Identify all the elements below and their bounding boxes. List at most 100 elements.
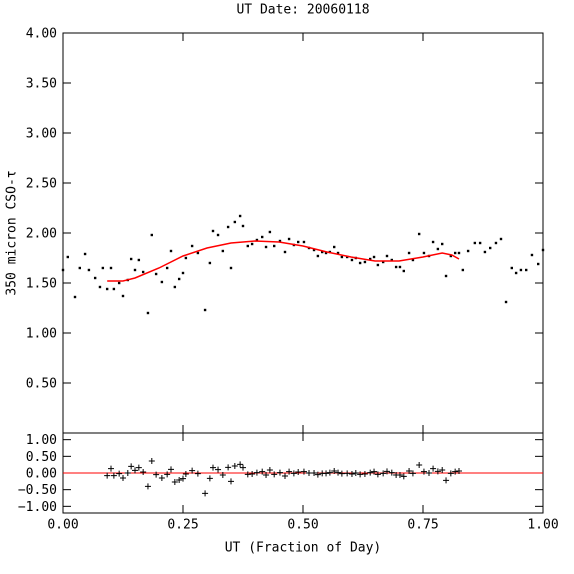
data-point (184, 256, 188, 260)
data-point (537, 262, 540, 266)
residual-point (400, 473, 407, 480)
data-point (449, 254, 453, 258)
residual-point (194, 470, 201, 477)
residual-point (228, 478, 234, 485)
data-point (264, 245, 268, 249)
data-point (181, 271, 185, 275)
residual-point (367, 469, 374, 476)
data-point (333, 245, 336, 249)
data-point (510, 266, 513, 270)
data-point (169, 249, 173, 253)
residual-point (144, 483, 151, 490)
data-point (478, 241, 482, 245)
data-point (466, 249, 470, 253)
x-tick-label: 1.00 (527, 518, 558, 533)
data-point (336, 251, 340, 255)
residual-point (176, 477, 183, 483)
residual-point (240, 464, 246, 471)
y-axis-label: 350 micron CSO-τ (5, 170, 20, 295)
residual-point (331, 468, 338, 474)
residual-point (108, 465, 114, 472)
residual-point (409, 470, 416, 477)
residual-point (237, 461, 244, 468)
x-tick-label: 0.75 (407, 518, 438, 533)
residual-point (110, 472, 117, 479)
data-point (83, 252, 87, 256)
data-point (190, 244, 194, 248)
data-point (226, 225, 230, 229)
residual-point (314, 471, 321, 478)
data-point (376, 263, 380, 267)
residual-point (338, 470, 345, 477)
data-point (444, 274, 448, 278)
data-point (283, 250, 287, 254)
residual-point (158, 475, 165, 481)
data-point (340, 255, 344, 259)
residual-point (180, 475, 186, 482)
data-point (411, 258, 415, 262)
residual-point (352, 470, 359, 476)
residual-point (286, 468, 293, 475)
data-point (208, 261, 212, 265)
residual-point (439, 467, 446, 473)
data-point (321, 250, 324, 254)
data-point (514, 271, 518, 275)
data-point (121, 294, 125, 298)
data-point (489, 246, 492, 250)
residual-point (384, 468, 390, 475)
residual-point (253, 469, 260, 476)
residual-point (266, 467, 273, 473)
residual-point (259, 468, 266, 475)
data-point (87, 268, 91, 272)
data-point (441, 242, 444, 246)
residual-point (388, 469, 395, 476)
data-point (129, 257, 133, 261)
residual-point (311, 470, 318, 476)
residual-point (426, 470, 432, 476)
residual-point (276, 469, 283, 476)
y-tick-label: 3.50 (26, 77, 57, 92)
data-point (165, 266, 169, 270)
data-point (297, 240, 300, 244)
data-point (109, 266, 113, 270)
residual-point (420, 468, 427, 475)
panel-frame (62, 32, 544, 434)
residual-point (290, 470, 297, 477)
data-point (324, 251, 328, 255)
data-point (173, 285, 177, 289)
x-axis-label: UT (Fraction of Day) (225, 541, 382, 556)
y-tick-label: 2.50 (26, 177, 57, 192)
data-point (422, 251, 426, 255)
residual-point (120, 475, 126, 481)
data-point (241, 224, 245, 228)
data-point (216, 233, 220, 237)
residual-point (171, 479, 178, 485)
data-point (105, 287, 109, 291)
data-point (238, 214, 242, 218)
residual-point (306, 470, 312, 476)
residual-point (434, 468, 441, 475)
data-point (273, 244, 276, 248)
data-point (369, 257, 372, 261)
data-point (154, 272, 158, 276)
data-point (457, 251, 461, 255)
data-point (407, 251, 411, 255)
data-point (372, 255, 376, 259)
data-point (229, 266, 233, 270)
residual-point (215, 466, 222, 473)
residual-point (335, 469, 342, 476)
residual-point (430, 465, 437, 472)
data-point (261, 235, 264, 239)
residual-point (132, 467, 138, 474)
residual-point (406, 468, 413, 474)
residual-point (135, 464, 142, 471)
residual-point (300, 468, 307, 475)
y-tick-label: 0.50 (26, 377, 57, 392)
data-point (268, 230, 272, 234)
residual-point (443, 477, 450, 484)
data-point (150, 233, 153, 237)
data-point (160, 280, 164, 284)
y-tick-label: 2.00 (26, 227, 57, 242)
data-point (417, 232, 421, 236)
